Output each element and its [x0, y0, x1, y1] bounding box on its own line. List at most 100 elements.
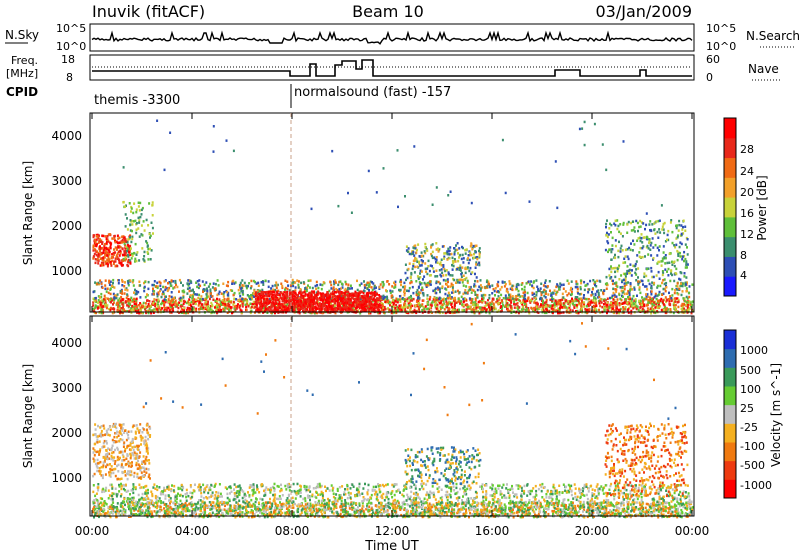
- power-echo-cell: [252, 300, 255, 304]
- power-echo-cell: [359, 291, 362, 294]
- power-echo-cell: [624, 306, 627, 309]
- power-echo-cell: [103, 304, 106, 307]
- power-echo-cell: [216, 305, 219, 309]
- power-echo-cell: [438, 269, 441, 272]
- power-echo-cell: [612, 287, 615, 291]
- power-echo-cell: [571, 297, 573, 300]
- power-echo-cell: [254, 304, 257, 307]
- power-echo-cell: [474, 284, 477, 288]
- power-echo-cell: [245, 286, 248, 290]
- power-echo-cell: [664, 287, 666, 291]
- power-echo-cell: [294, 289, 297, 292]
- power-echo-cell: [273, 291, 276, 294]
- power-echo-cell: [606, 304, 608, 307]
- power-echo-cell: [114, 294, 117, 297]
- power-echo-cell: [220, 292, 223, 295]
- power-echo-cell: [681, 290, 684, 293]
- power-echo-cell: [456, 268, 459, 271]
- power-echo-cell: [533, 300, 536, 303]
- power-echo-cell: [630, 221, 633, 225]
- power-echo-cell: [277, 298, 279, 302]
- power-echo-cell: [662, 299, 665, 302]
- power-echo-cell: [680, 307, 683, 310]
- power-echo-cell: [540, 297, 543, 300]
- power-echo-cell: [583, 305, 586, 308]
- power-echo-cell: [679, 284, 682, 288]
- power-echo-cell: [334, 279, 337, 282]
- power-echo-cell: [170, 279, 173, 282]
- power-echo-cell: [367, 284, 370, 288]
- power-echo-cell: [441, 298, 444, 301]
- power-echo-cell: [136, 306, 139, 310]
- power-echo-cell: [146, 241, 149, 245]
- power-echo-cell: [497, 280, 500, 284]
- power-echo-cell: [510, 309, 513, 313]
- power-echo-cell: [447, 271, 450, 274]
- power-echo-cell: [373, 306, 376, 309]
- power-echo-cell: [576, 306, 579, 309]
- power-echo-cell: [592, 299, 595, 302]
- power-echo-cell: [100, 305, 103, 309]
- power-echo-cell: [368, 307, 371, 311]
- power-echo-cell: [316, 307, 319, 310]
- power-echo-cell: [422, 292, 425, 295]
- power-echo-cell: [648, 282, 651, 286]
- power-echo-cell: [271, 293, 274, 297]
- power-echo-cell: [281, 297, 284, 300]
- power-echo-cell: [182, 296, 185, 299]
- power-echo-cell: [130, 309, 133, 312]
- power-echo-cell: [313, 293, 316, 297]
- power-echo-cell: [282, 295, 285, 298]
- power-echo-cell: [275, 298, 278, 301]
- power-echo-cell: [196, 280, 199, 283]
- power-echo-cell: [223, 298, 226, 302]
- power-echo-cell: [133, 291, 135, 294]
- power-echo-cell: [121, 292, 124, 295]
- power-echo-cell: [149, 304, 152, 308]
- power-echo-cell: [340, 299, 342, 302]
- power-echo-cell: [533, 307, 536, 310]
- power-echo-cell: [474, 272, 476, 276]
- power-echo-cell: [300, 299, 302, 303]
- power-echo-cell: [575, 280, 578, 283]
- power-echo-cell: [347, 290, 350, 294]
- power-echo-cell: [172, 303, 175, 306]
- power-echo-cell: [415, 257, 418, 261]
- power-echo-cell: [680, 284, 683, 287]
- power-echo-cell: [123, 238, 126, 241]
- power-echo-cell: [683, 297, 686, 300]
- power-echo-cell: [124, 244, 127, 247]
- power-echo-cell: [614, 302, 617, 305]
- power-echo-cell: [377, 297, 380, 301]
- power-echo-cell: [521, 305, 524, 309]
- power-echo-cell: [214, 287, 217, 290]
- power-echo-cell: [313, 306, 316, 310]
- power-echo-cell: [423, 281, 426, 285]
- power-echo-cell: [458, 247, 461, 250]
- power-echo-cell: [361, 307, 364, 310]
- power-echo-cell: [206, 302, 209, 306]
- power-echo-cell: [627, 311, 630, 314]
- power-echo-cell: [406, 297, 409, 300]
- power-echo-cell: [414, 247, 417, 250]
- power-echo-cell: [207, 304, 210, 307]
- power-echo-cell: [124, 225, 127, 228]
- power-echo-cell: [431, 264, 433, 268]
- power-echo-cell: [285, 297, 288, 301]
- power-echo-cell: [469, 298, 472, 302]
- power-echo-cell: [281, 300, 284, 303]
- power-echo-cell: [654, 311, 657, 315]
- power-echo-cell: [153, 290, 156, 293]
- power-echo-cell: [485, 308, 488, 311]
- power-echo-cell: [638, 302, 641, 305]
- power-echo-cell: [643, 303, 646, 306]
- power-echo-cell: [362, 297, 365, 300]
- power-echo-cell: [439, 310, 442, 313]
- power-echo-cell: [608, 305, 611, 309]
- power-echo-cell: [395, 303, 398, 307]
- power-echo-cell: [366, 291, 369, 295]
- power-echo-cell: [102, 251, 105, 255]
- power-echo-cell: [194, 300, 197, 304]
- power-echo-cell: [360, 303, 363, 307]
- power-echo-cell: [248, 282, 251, 285]
